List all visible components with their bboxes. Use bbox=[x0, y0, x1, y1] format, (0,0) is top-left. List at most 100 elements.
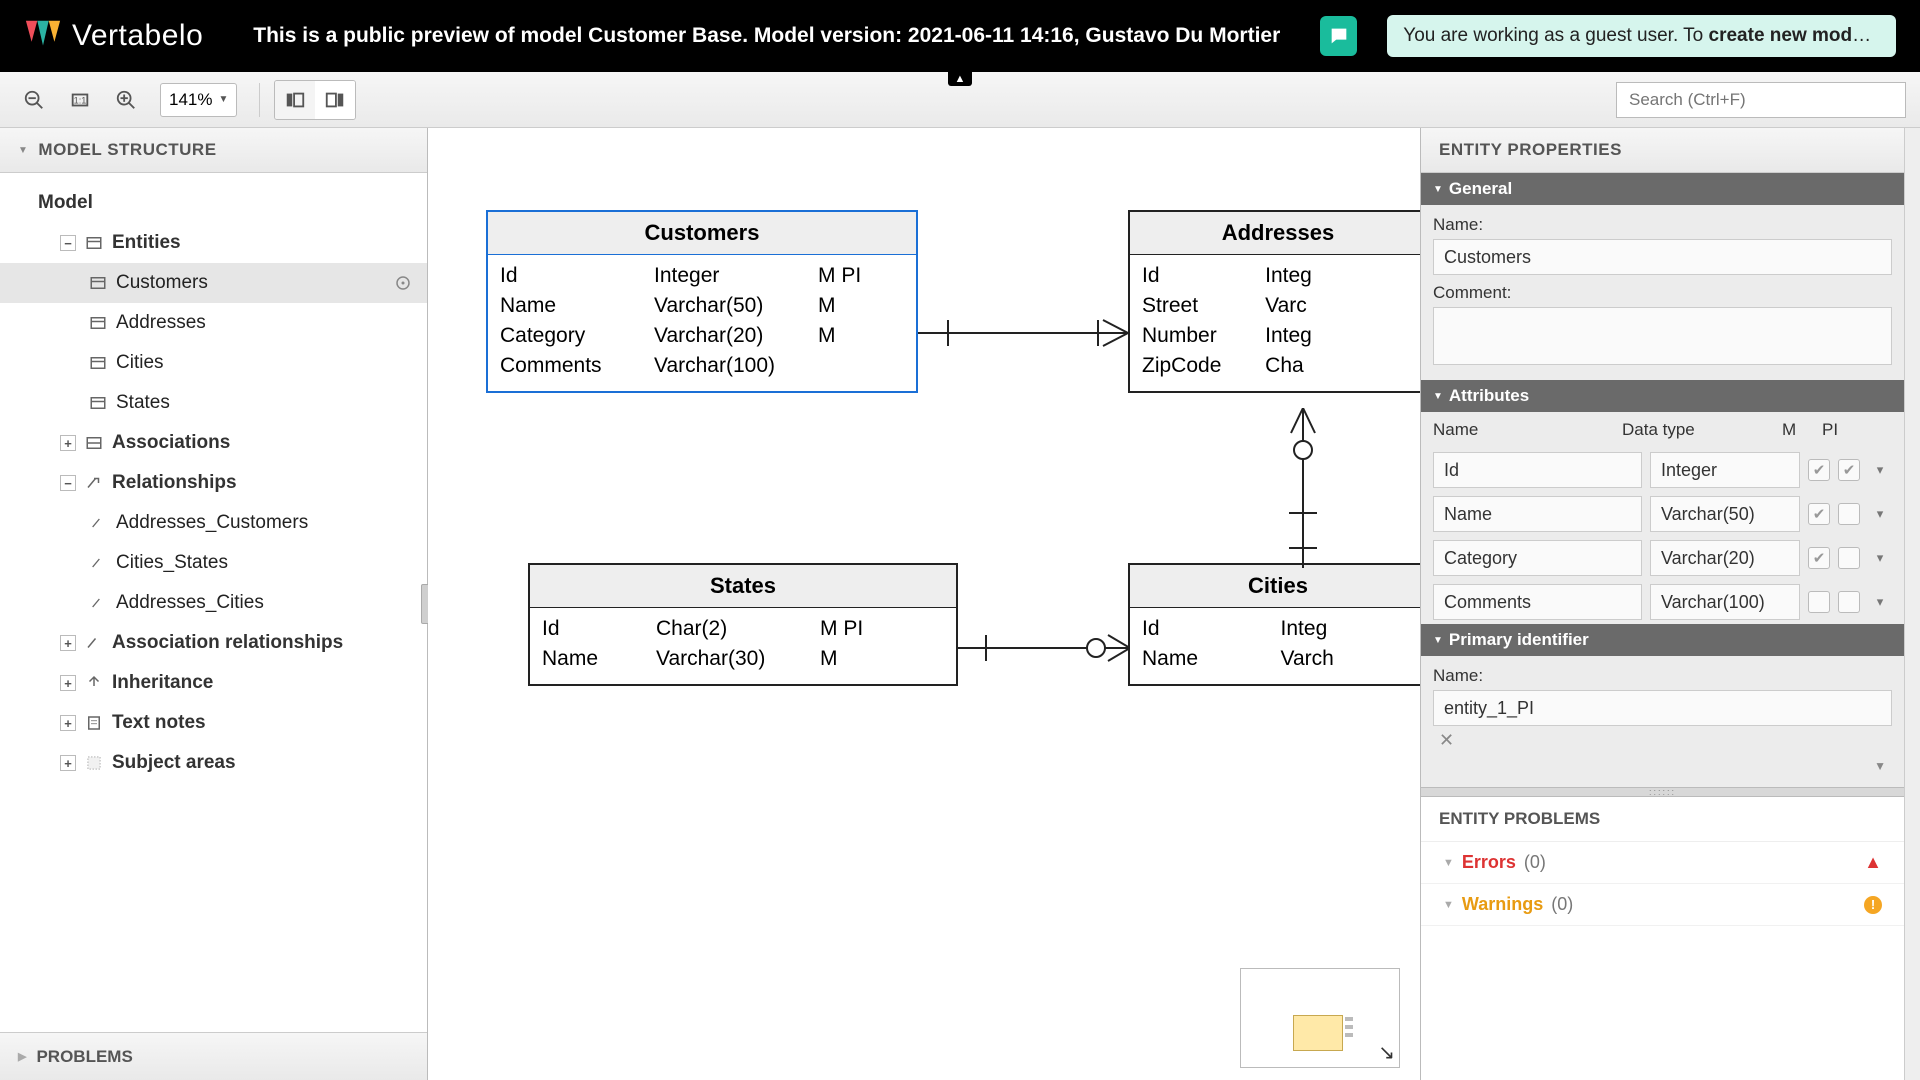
topbar-collapse-tab[interactable]: ▲ bbox=[948, 72, 972, 86]
attr-more-button[interactable]: ▾ bbox=[1868, 594, 1892, 610]
table-icon bbox=[88, 273, 108, 293]
attr-type[interactable]: Varchar(50) bbox=[1650, 496, 1800, 532]
view-toggle-left[interactable] bbox=[275, 81, 315, 119]
chat-icon bbox=[1328, 25, 1350, 47]
collapse-icon[interactable]: − bbox=[60, 475, 76, 491]
attr-mandatory-checkbox[interactable]: ✔ bbox=[1808, 547, 1830, 569]
tree-relationships[interactable]: −Relationships bbox=[0, 463, 427, 503]
tree-subject-areas[interactable]: +Subject areas bbox=[0, 743, 427, 783]
relationship-icon bbox=[84, 473, 104, 493]
expand-icon[interactable]: + bbox=[60, 715, 76, 731]
tree-entity-customers[interactable]: Customers bbox=[0, 263, 427, 303]
attr-more-button[interactable]: ▾ bbox=[1868, 550, 1892, 566]
model-tree[interactable]: Model − Entities Customers Addresses Cit… bbox=[0, 173, 427, 1032]
tree-rel-1[interactable]: Addresses_Customers bbox=[0, 503, 427, 543]
attr-type[interactable]: Varchar(20) bbox=[1650, 540, 1800, 576]
tree-text-notes[interactable]: +Text notes bbox=[0, 703, 427, 743]
attr-pi-checkbox[interactable]: ✔ bbox=[1838, 459, 1860, 481]
attr-more-button[interactable]: ▾ bbox=[1868, 506, 1892, 522]
tree-inheritance[interactable]: +Inheritance bbox=[0, 663, 427, 703]
attr-type[interactable]: Integer bbox=[1650, 452, 1800, 488]
tree-root[interactable]: Model bbox=[0, 183, 427, 223]
tree-assoc-rel[interactable]: +Association relationships bbox=[0, 623, 427, 663]
section-primary-identifier[interactable]: ▼Primary identifier bbox=[1421, 624, 1904, 656]
attributes-header: Name Data type M PI bbox=[1421, 412, 1904, 448]
search-input[interactable] bbox=[1616, 82, 1906, 118]
zoom-select[interactable]: 141% ▼ bbox=[160, 83, 237, 117]
problems-footer[interactable]: ▶ PROBLEMS bbox=[0, 1032, 427, 1080]
guest-banner[interactable]: You are working as a guest user. To crea… bbox=[1387, 15, 1896, 57]
erd-canvas[interactable]: Customers IdIntegerM PI NameVarchar(50)M… bbox=[428, 128, 1420, 1080]
pi-name-label: Name: bbox=[1433, 666, 1892, 686]
chat-button[interactable] bbox=[1320, 16, 1357, 56]
tree-entity-addresses[interactable]: Addresses bbox=[0, 303, 427, 343]
model-structure-header[interactable]: ▼ MODEL STRUCTURE bbox=[0, 128, 427, 173]
attr-mandatory-checkbox[interactable]: ✔ bbox=[1808, 503, 1830, 525]
attr-name[interactable]: Id bbox=[1433, 452, 1642, 488]
assoc-rel-icon bbox=[84, 633, 104, 653]
attr-mandatory-checkbox[interactable]: ✔ bbox=[1808, 459, 1830, 481]
entity-properties-title: ENTITY PROPERTIES bbox=[1421, 128, 1904, 173]
zoom-out-button[interactable] bbox=[14, 80, 54, 120]
attr-type[interactable]: Varchar(100) bbox=[1650, 584, 1800, 620]
section-general[interactable]: ▼General bbox=[1421, 173, 1904, 205]
tree-rel-3[interactable]: Addresses_Cities bbox=[0, 583, 427, 623]
tree-associations[interactable]: +Associations bbox=[0, 423, 427, 463]
expand-icon[interactable]: + bbox=[60, 755, 76, 771]
tree-entity-cities[interactable]: Cities bbox=[0, 343, 427, 383]
warnings-row[interactable]: ▼ Warnings (0) ! bbox=[1421, 884, 1904, 926]
pi-dropdown[interactable]: ▼ bbox=[1433, 755, 1892, 777]
attribute-row[interactable]: NameVarchar(50) ✔ ▾ bbox=[1421, 492, 1904, 536]
attr-name[interactable]: Comments bbox=[1433, 584, 1642, 620]
tree-entities[interactable]: − Entities bbox=[0, 223, 427, 263]
panel-resize-handle[interactable]: :::::: bbox=[1421, 787, 1904, 797]
attribute-row[interactable]: IdInteger ✔ ✔ ▾ bbox=[1421, 448, 1904, 492]
tree-rel-2[interactable]: Cities_States bbox=[0, 543, 427, 583]
locate-icon[interactable] bbox=[393, 273, 413, 293]
erd-entity-customers[interactable]: Customers IdIntegerM PI NameVarchar(50)M… bbox=[486, 210, 918, 393]
zoom-fit-button[interactable]: 1:1 bbox=[60, 80, 100, 120]
pi-delete-button[interactable]: ✕ bbox=[1433, 726, 1892, 755]
expand-icon[interactable]: + bbox=[60, 435, 76, 451]
zoom-in-button[interactable] bbox=[106, 80, 146, 120]
erd-entity-states[interactable]: States IdChar(2)M PI NameVarchar(30)M bbox=[528, 563, 958, 686]
expand-icon[interactable]: + bbox=[60, 635, 76, 651]
attr-pi-checkbox[interactable] bbox=[1838, 547, 1860, 569]
attribute-row[interactable]: CategoryVarchar(20) ✔ ▾ bbox=[1421, 536, 1904, 580]
entity-title: Addresses bbox=[1130, 212, 1420, 255]
attr-pi-checkbox[interactable] bbox=[1838, 503, 1860, 525]
table-icon bbox=[88, 393, 108, 413]
pi-body: Name: ✕ ▼ bbox=[1421, 656, 1904, 787]
table-icon bbox=[88, 313, 108, 333]
attr-name[interactable]: Name bbox=[1433, 496, 1642, 532]
expand-icon[interactable]: + bbox=[60, 675, 76, 691]
entity-name-input[interactable] bbox=[1433, 239, 1892, 275]
attr-more-button[interactable]: ▾ bbox=[1868, 462, 1892, 478]
attr-pi-checkbox[interactable] bbox=[1838, 591, 1860, 613]
attr-name[interactable]: Category bbox=[1433, 540, 1642, 576]
entity-comment-input[interactable] bbox=[1433, 307, 1892, 365]
association-icon bbox=[84, 433, 104, 453]
relationship-line[interactable] bbox=[918, 318, 1128, 358]
attr-mandatory-checkbox[interactable] bbox=[1808, 591, 1830, 613]
relationship-line[interactable] bbox=[958, 633, 1130, 673]
view-toggle[interactable] bbox=[274, 80, 356, 120]
note-icon bbox=[84, 713, 104, 733]
tree-entity-states[interactable]: States bbox=[0, 383, 427, 423]
minimap-note-icon bbox=[1293, 1015, 1343, 1051]
attribute-row[interactable]: CommentsVarchar(100) ▾ bbox=[1421, 580, 1904, 624]
erd-entity-addresses[interactable]: Addresses IdInteg StreetVarc NumberInteg… bbox=[1128, 210, 1420, 393]
relationship-line[interactable] bbox=[1283, 408, 1323, 568]
guest-banner-link[interactable]: create new models bbox=[1709, 25, 1879, 46]
logo[interactable]: Vertabelo bbox=[24, 17, 203, 55]
minimap[interactable]: ↘ bbox=[1240, 968, 1400, 1068]
warning-icon: ! bbox=[1864, 896, 1882, 914]
pi-name-input[interactable] bbox=[1433, 690, 1892, 726]
right-panel-scrollbar[interactable] bbox=[1904, 128, 1920, 1080]
section-attributes[interactable]: ▼Attributes bbox=[1421, 380, 1904, 412]
view-toggle-right[interactable] bbox=[315, 81, 355, 119]
errors-row[interactable]: ▼ Errors (0) ▲ bbox=[1421, 842, 1904, 884]
erd-entity-cities[interactable]: Cities IdInteg NameVarch bbox=[1128, 563, 1420, 686]
collapse-icon[interactable]: − bbox=[60, 235, 76, 251]
left-panel: ▼ MODEL STRUCTURE Model − Entities Custo… bbox=[0, 128, 428, 1080]
